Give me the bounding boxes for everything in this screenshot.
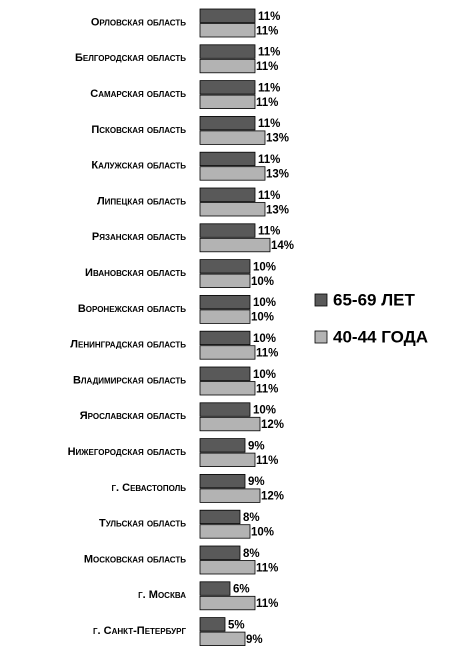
value-label: 11% — [256, 455, 278, 467]
value-label: 11% — [258, 11, 280, 23]
value-label: 14% — [271, 240, 294, 252]
value-label: 10% — [253, 261, 276, 273]
bar — [199, 631, 246, 646]
value-label: 8% — [243, 548, 260, 560]
category-label: г. Москва — [138, 589, 186, 601]
value-label: 11% — [256, 61, 278, 73]
legend-label: 40-44 ГОДА — [333, 327, 428, 346]
category-label: Нижегородская область — [68, 446, 187, 458]
bar — [199, 402, 251, 417]
value-label: 13% — [266, 168, 289, 180]
value-label: 5% — [228, 619, 245, 631]
bar — [199, 581, 231, 596]
value-label: 10% — [253, 333, 276, 345]
bar — [199, 166, 266, 181]
bar — [199, 58, 256, 74]
value-label: 9% — [246, 634, 263, 646]
legend-swatch — [314, 293, 328, 307]
value-label: 13% — [266, 133, 289, 145]
category-label: Орловская область — [91, 16, 186, 28]
bar — [199, 488, 261, 503]
value-label: 12% — [261, 491, 284, 503]
value-label: 11% — [258, 154, 280, 166]
category-label: Калужская область — [91, 160, 186, 172]
bar — [199, 524, 251, 539]
value-label: 10% — [253, 405, 276, 417]
category-label: Ярославская область — [80, 410, 186, 422]
bar — [199, 116, 256, 131]
category-label: г. Севастополь — [111, 482, 186, 494]
bar — [199, 237, 271, 253]
value-label: 10% — [251, 526, 274, 538]
value-label: 12% — [261, 419, 284, 431]
category-label: Самарская область — [90, 88, 186, 100]
bar — [199, 44, 256, 59]
category-label: Воронежская область — [78, 303, 186, 315]
category-label: Липецкая область — [97, 195, 186, 207]
value-label: 8% — [243, 512, 260, 524]
value-label: 11% — [258, 226, 280, 238]
value-label: 11% — [256, 97, 278, 109]
bar — [199, 151, 256, 167]
bar — [199, 617, 226, 632]
bar — [199, 416, 261, 432]
value-label: 6% — [233, 584, 250, 596]
bar — [199, 223, 256, 238]
category-label: Ленинградская область — [70, 339, 186, 351]
value-label: 11% — [256, 347, 278, 359]
category-label: Рязанская область — [92, 231, 186, 243]
value-label: 10% — [251, 312, 274, 324]
category-label: Тульская область — [99, 518, 186, 530]
bar — [199, 509, 241, 525]
bar — [199, 438, 246, 453]
bar — [199, 94, 256, 109]
bar — [199, 80, 256, 95]
legend-label: 65-69 ЛЕТ — [333, 290, 415, 309]
bar — [199, 473, 246, 489]
category-label: Московская область — [84, 553, 186, 565]
bar — [199, 452, 256, 468]
value-label: 11% — [258, 118, 280, 130]
bar — [199, 595, 256, 611]
bar — [199, 202, 266, 217]
legend-swatch — [314, 330, 328, 344]
bar — [199, 345, 256, 360]
value-label: 11% — [256, 562, 278, 574]
bar — [199, 294, 251, 310]
bar — [199, 330, 251, 346]
bar — [199, 187, 256, 202]
category-label: г. Санкт-Петербург — [93, 625, 186, 637]
value-label: 10% — [251, 276, 274, 288]
value-label: 11% — [256, 383, 278, 395]
bar — [199, 130, 266, 145]
bar — [199, 545, 241, 560]
bar — [199, 381, 256, 396]
bar — [199, 366, 251, 381]
category-label: Белгородская область — [75, 52, 186, 64]
bar — [199, 560, 256, 575]
value-label: 10% — [253, 369, 276, 381]
bar — [199, 309, 251, 324]
value-label: 11% — [256, 598, 278, 610]
value-label: 13% — [266, 204, 289, 216]
value-label: 9% — [248, 476, 265, 488]
category-label: Ивановская область — [85, 267, 186, 279]
value-label: 11% — [258, 82, 280, 94]
category-label: Владимирская область — [73, 374, 186, 386]
value-label: 11% — [258, 190, 280, 202]
bar — [199, 8, 256, 23]
value-label: 10% — [253, 297, 276, 309]
bar — [199, 23, 256, 38]
bar — [199, 259, 251, 274]
value-label: 9% — [248, 440, 265, 452]
value-label: 11% — [258, 47, 280, 59]
bar — [199, 273, 251, 289]
category-label: Псковская область — [91, 124, 186, 136]
value-label: 11% — [256, 25, 278, 37]
